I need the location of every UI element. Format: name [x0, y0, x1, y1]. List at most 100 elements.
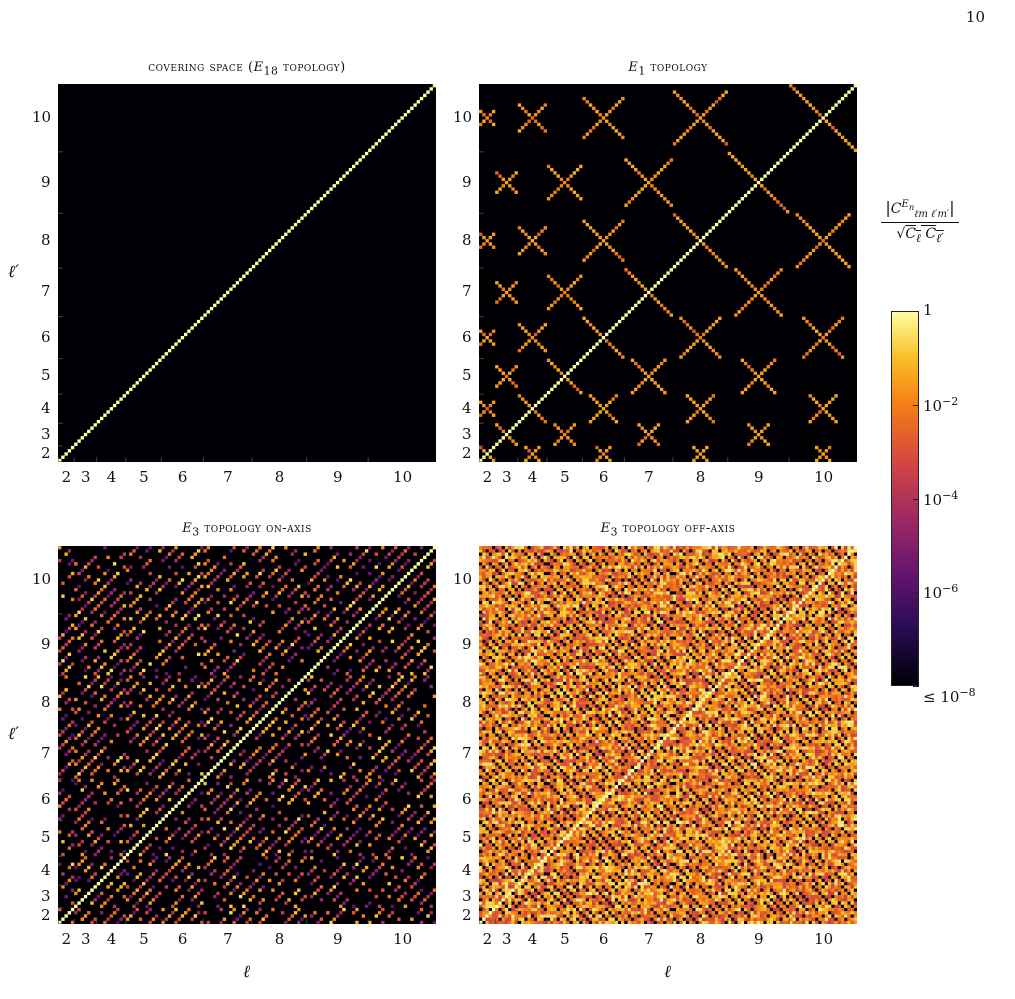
heatmap-cell	[77, 888, 81, 892]
heatmap-cell	[508, 749, 512, 753]
heatmap-cell	[329, 546, 333, 550]
heatmap-cell	[834, 420, 838, 424]
heatmap-cell	[530, 694, 535, 698]
heatmap-cell	[521, 630, 525, 634]
heatmap-cell	[174, 907, 178, 912]
heatmap-cell	[229, 781, 233, 786]
heatmap-cell	[355, 707, 359, 711]
diagonal-cell	[387, 129, 391, 133]
heatmap-cell	[419, 584, 424, 589]
heatmap-cell	[511, 869, 515, 873]
heatmap-cell	[530, 746, 535, 750]
heatmap-cell	[614, 348, 619, 353]
heatmap-cell	[138, 594, 143, 598]
heatmap-cell	[508, 846, 512, 850]
heatmap-cell	[384, 691, 388, 695]
heatmap-cell	[495, 817, 499, 821]
heatmap-cell	[106, 885, 110, 889]
heatmap-cell	[332, 691, 336, 695]
heatmap-cell	[524, 613, 528, 618]
heatmap-cell	[322, 869, 327, 873]
heatmap-cell	[293, 736, 298, 740]
heatmap-cell	[300, 646, 304, 650]
heatmap-cell	[553, 281, 557, 285]
heatmap-cell	[527, 917, 531, 921]
heatmap-cell	[508, 888, 512, 892]
heatmap-cell	[530, 791, 535, 795]
heatmap-cell	[479, 869, 483, 873]
heatmap-cell	[358, 717, 362, 721]
diagonal-cell	[235, 281, 240, 285]
heatmap-cell	[482, 911, 486, 915]
heatmap-cell	[216, 562, 220, 566]
heatmap-cell	[135, 888, 139, 892]
heatmap-cell	[374, 552, 378, 556]
heatmap-cell	[766, 423, 770, 427]
heatmap-cell	[498, 833, 502, 837]
heatmap-cell	[482, 552, 486, 556]
heatmap-cell	[501, 607, 505, 611]
heatmap-cell	[533, 907, 538, 912]
heatmap-cell	[432, 623, 436, 627]
heatmap-cell	[429, 562, 433, 566]
heatmap-cell	[827, 458, 832, 462]
heatmap-cell	[138, 659, 143, 663]
heatmap-cell	[119, 704, 123, 708]
heatmap-cell	[485, 633, 489, 637]
heatmap-cell	[501, 707, 505, 711]
diagonal-cell	[400, 578, 404, 582]
heatmap-cell	[517, 785, 522, 789]
heatmap-cell	[508, 597, 512, 602]
heatmap-cell	[504, 865, 509, 870]
heatmap-cell	[521, 901, 525, 905]
diagonal-cell	[109, 869, 114, 873]
heatmap-cell	[319, 678, 324, 682]
heatmap-cell	[511, 600, 515, 605]
heatmap-cell	[184, 665, 188, 669]
heatmap-cell	[514, 888, 518, 892]
diagonal-cell	[390, 126, 395, 130]
heatmap-cell	[384, 704, 388, 708]
heatmap-cell	[482, 332, 486, 337]
heatmap-cell	[685, 323, 690, 327]
heatmap-cell	[488, 859, 493, 863]
diagonal-cell	[332, 646, 336, 650]
heatmap-cell	[368, 623, 372, 627]
heatmap-cell	[322, 604, 327, 608]
heatmap-cell	[290, 823, 294, 828]
heatmap-cell	[511, 846, 515, 850]
heatmap-cell	[397, 646, 401, 650]
heatmap-cell	[504, 649, 509, 653]
heatmap-cell	[284, 571, 288, 576]
heatmap-cell	[410, 827, 414, 831]
heatmap-cell	[482, 449, 486, 453]
heatmap-cell	[316, 649, 320, 653]
heatmap-cell	[142, 894, 146, 899]
heatmap-cell	[319, 840, 324, 844]
heatmap-cell	[410, 885, 414, 889]
heatmap-cell	[637, 423, 641, 427]
heatmap-cell	[280, 749, 285, 753]
diagonal-cell	[171, 807, 175, 812]
heatmap-cell	[106, 672, 110, 676]
heatmap-cell	[352, 833, 356, 837]
heatmap-cell	[403, 781, 408, 786]
heatmap-cell	[87, 807, 91, 812]
heatmap-cell	[504, 914, 509, 918]
heatmap-cell	[488, 807, 493, 812]
heatmap-cell	[187, 772, 191, 776]
heatmap-cell	[533, 588, 538, 592]
diagonal-cell	[77, 901, 81, 905]
heatmap-cell	[58, 804, 62, 808]
heatmap-cell	[488, 778, 493, 782]
heatmap-cell	[206, 920, 210, 924]
heatmap-cell	[498, 588, 502, 592]
heatmap-cell	[80, 827, 84, 831]
heatmap-cell	[125, 859, 130, 863]
heatmap-cell	[222, 555, 227, 560]
heatmap-cell	[488, 649, 493, 653]
heatmap-cell	[109, 849, 114, 854]
heatmap-cell	[588, 103, 593, 107]
heatmap-cell	[740, 358, 745, 362]
heatmap-cell	[808, 252, 812, 256]
